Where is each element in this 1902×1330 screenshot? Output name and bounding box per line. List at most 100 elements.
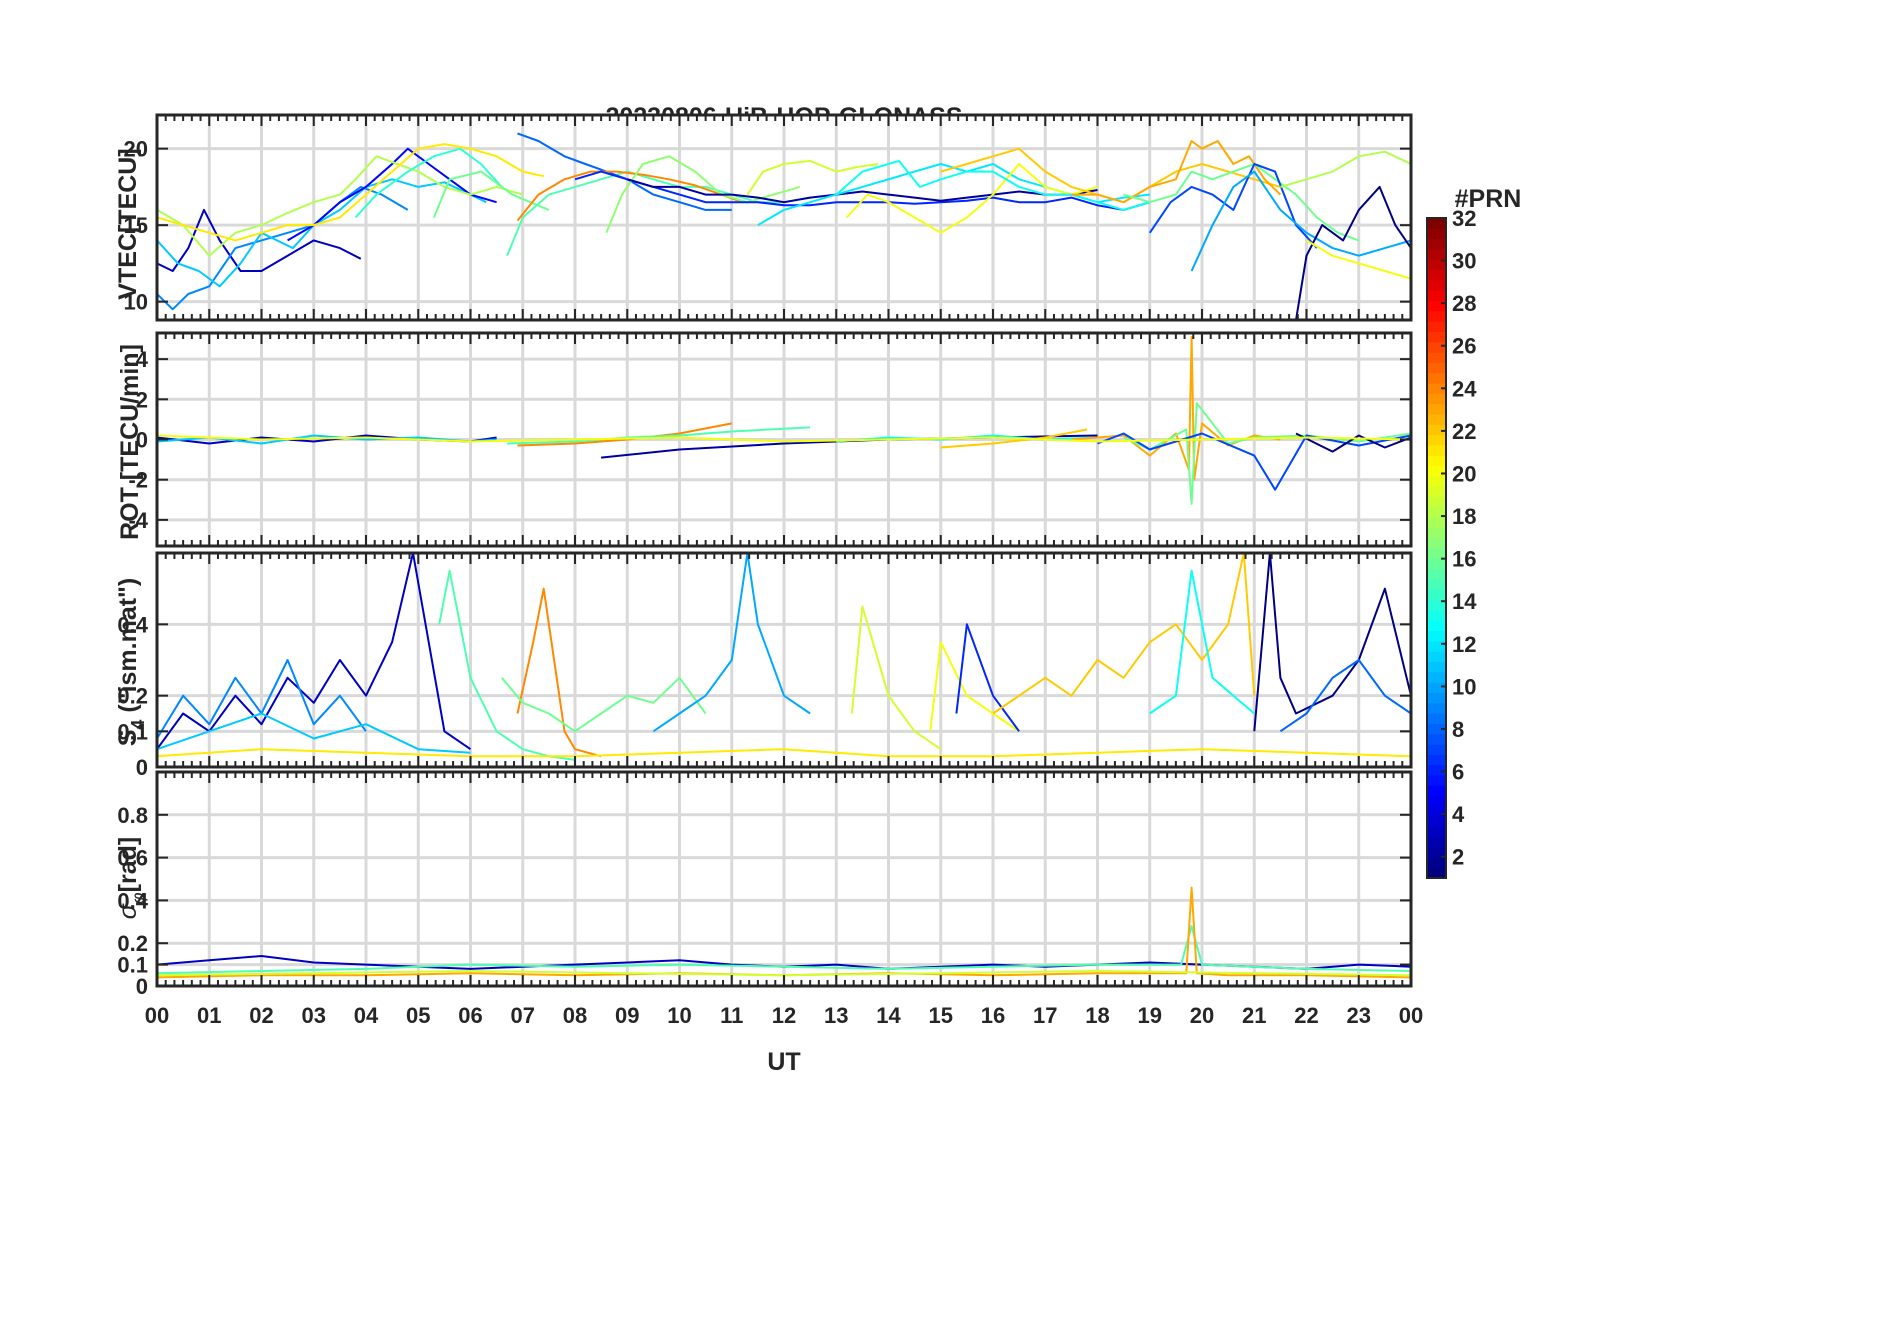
vtec-y-tick-label: 15: [124, 213, 148, 238]
colorbar-tick-label: 8: [1452, 717, 1464, 742]
sigma_phi-y-tick-label: 0.6: [117, 846, 148, 871]
colorbar-tick-label: 2: [1452, 845, 1464, 870]
x-tick-label: 12: [772, 1003, 796, 1028]
colorbar-segment: [1427, 506, 1446, 518]
colorbar-segment: [1427, 702, 1446, 714]
colorbar-segment: [1427, 331, 1446, 343]
s4-y-tick-label: 0.1: [117, 719, 148, 744]
prn-15-sigma_phi-series: [157, 925, 1411, 975]
vtec-y-tick-label: 10: [124, 290, 148, 315]
colorbar-segment: [1427, 630, 1446, 642]
prn-15-rot-series: [507, 426, 811, 445]
colorbar-segment: [1427, 857, 1446, 869]
colorbar-segment: [1427, 599, 1446, 611]
vtec-panel: VTEC[TECU] 10 15 20: [114, 113, 1413, 322]
sigma_phi-y-tick-label: 0.8: [117, 803, 148, 828]
x-tick-label: 15: [929, 1003, 953, 1028]
colorbar-segment: [1427, 847, 1446, 858]
sigma-phi-panel: σφ[rad] 00.10.2 0.4 0.6 0.8: [114, 770, 1413, 999]
sigma_phi-y-tick-label: 0.1: [117, 953, 148, 978]
colorbar-segment: [1427, 558, 1446, 570]
colorbar-segment: [1427, 300, 1446, 312]
colorbar-segment: [1427, 805, 1446, 817]
colorbar-segment: [1427, 455, 1446, 467]
rot-y-tick-label: 0: [136, 428, 148, 453]
colorbar-segment: [1427, 434, 1446, 446]
colorbar-segment: [1427, 475, 1446, 487]
x-tick-label: 02: [249, 1003, 273, 1028]
x-tick-label: 09: [615, 1003, 639, 1028]
colorbar-segment: [1427, 372, 1446, 384]
colorbar-segment: [1427, 496, 1446, 508]
vtec-y-tick-label: 20: [124, 137, 148, 162]
x-tick-label: 00: [1399, 1003, 1423, 1028]
colorbar-segment: [1427, 238, 1446, 250]
colorbar-tick-label: 10: [1452, 674, 1476, 699]
x-tick-label: 20: [1190, 1003, 1214, 1028]
x-tick-label: 17: [1033, 1003, 1057, 1028]
colorbar-tick-label: 18: [1452, 504, 1476, 529]
prn-19-s4-series: [850, 605, 942, 751]
prn-2-vtec-series: [627, 178, 1098, 204]
x-tick-label: 04: [354, 1003, 379, 1028]
x-tick-label: 01: [197, 1003, 221, 1028]
x-tick-label: 19: [1138, 1003, 1162, 1028]
prn-24-s4-series: [516, 587, 602, 758]
x-tick-label: 11: [720, 1003, 743, 1028]
s4-panel: S4 ("ism.mat") 00.10.20.4: [114, 551, 1413, 780]
x-tick-label: 05: [406, 1003, 430, 1028]
x-tick-label: 03: [302, 1003, 326, 1028]
prn-19-vtec-series: [746, 159, 879, 196]
prn-20-rot-series: [157, 434, 1411, 443]
colorbar-segment: [1427, 537, 1446, 549]
prn-23-vtec-series: [1071, 140, 1282, 204]
colorbar-segment: [1427, 290, 1446, 302]
colorbar-segment: [1427, 321, 1446, 333]
rot-y-tick-label: 2: [136, 387, 148, 412]
colorbar-segment: [1427, 785, 1446, 797]
prn-20-vtec-series: [1305, 239, 1411, 280]
colorbar-segment: [1427, 651, 1446, 663]
colorbar-segment: [1427, 486, 1446, 498]
rot-y-tick-label: -2: [128, 468, 148, 493]
vtec-frame: [155, 113, 1413, 322]
colorbar-segment: [1427, 341, 1446, 353]
x-tick-label: 16: [981, 1003, 1005, 1028]
colorbar-segment: [1427, 424, 1446, 436]
colorbar-segment: [1427, 248, 1446, 260]
prn-24-rot-series: [517, 422, 732, 447]
colorbar-label: #PRN: [1455, 185, 1522, 213]
prn-18-vtec-series: [157, 155, 524, 257]
colorbar-segment: [1427, 867, 1446, 879]
colorbar-segment: [1427, 413, 1446, 425]
colorbar-tick-label: 24: [1452, 376, 1477, 401]
colorbar-segment: [1427, 403, 1446, 415]
colorbar-segment: [1427, 578, 1446, 590]
colorbar-segment: [1427, 362, 1446, 374]
prn-13-s4-series: [1149, 569, 1255, 715]
colorbar-segment: [1427, 393, 1446, 405]
colorbar-segment: [1427, 754, 1446, 766]
colorbar-segment: [1427, 723, 1446, 735]
prn-6-s4-series: [955, 623, 1020, 732]
rot-y-tick-label: -4: [128, 508, 148, 533]
prn-16-s4-series: [501, 676, 707, 733]
prn-23-sigma_phi-series: [157, 886, 1411, 979]
prn-14-vtec-series: [354, 147, 503, 219]
colorbar-segment: [1427, 568, 1446, 580]
sigma_phi-y-tick-label: 0: [136, 974, 148, 999]
colorbar-segment: [1427, 310, 1446, 322]
colorbar-tick-label: 30: [1452, 249, 1476, 274]
colorbar-segment: [1427, 517, 1446, 528]
colorbar-tick-label: 14: [1452, 589, 1477, 614]
x-tick-label: 22: [1294, 1003, 1318, 1028]
colorbar-segment: [1427, 733, 1446, 745]
prn-11-s4-series: [157, 712, 471, 754]
colorbar-segment: [1427, 548, 1446, 559]
colorbar-segment: [1427, 228, 1446, 240]
colorbar-segment: [1427, 671, 1446, 683]
prn-20-vtec-series: [845, 163, 1098, 234]
colorbar-segment: [1427, 713, 1446, 724]
